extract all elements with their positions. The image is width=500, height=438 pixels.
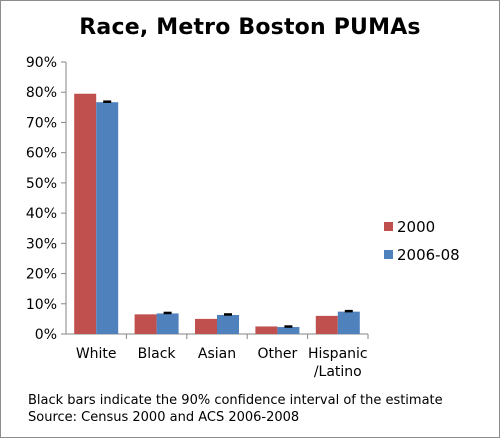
legend-label-0: 2000 bbox=[397, 218, 435, 236]
legend-swatch-0 bbox=[384, 222, 393, 231]
bar-2006-08-4 bbox=[337, 311, 360, 334]
bar-2000-2 bbox=[195, 318, 217, 334]
legend-label-1: 2006-08 bbox=[397, 246, 460, 264]
y-tick-label: 30% bbox=[26, 236, 57, 252]
x-tick-label: /Latino bbox=[314, 364, 362, 380]
bar-2006-08-3 bbox=[277, 327, 300, 334]
bar-2000-3 bbox=[255, 326, 278, 334]
chart-title: Race, Metro Boston PUMAs bbox=[79, 15, 421, 40]
bar-2006-08-2 bbox=[217, 314, 239, 334]
y-tick-label: 60% bbox=[26, 146, 57, 162]
bar-2000-0 bbox=[74, 93, 97, 334]
y-tick-label: 80% bbox=[26, 85, 57, 101]
chart-note-source: Source: Census 2000 and ACS 2006-2008 bbox=[28, 410, 300, 425]
y-tick-label: 40% bbox=[26, 206, 57, 222]
y-tick-label: 10% bbox=[26, 297, 57, 313]
x-tick-label: White bbox=[76, 346, 117, 362]
x-tick-label: Asian bbox=[198, 346, 236, 362]
x-tick-label: Black bbox=[138, 346, 177, 362]
y-tick-label: 0% bbox=[35, 327, 57, 343]
bar-2006-08-0 bbox=[96, 102, 119, 334]
x-tick-label: Other bbox=[258, 346, 298, 362]
y-tick-label: 70% bbox=[26, 115, 57, 131]
bar-2000-1 bbox=[134, 314, 157, 334]
bar-2000-4 bbox=[315, 315, 338, 334]
x-tick-label: Hispanic bbox=[308, 346, 368, 362]
legend-swatch-1 bbox=[384, 250, 393, 259]
bar-2006-08-1 bbox=[156, 313, 179, 334]
chart-note-confidence: Black bars indicate the 90% confidence i… bbox=[28, 393, 443, 408]
y-tick-label: 90% bbox=[26, 55, 57, 71]
y-tick-label: 20% bbox=[26, 267, 57, 283]
y-tick-label: 50% bbox=[26, 176, 57, 192]
